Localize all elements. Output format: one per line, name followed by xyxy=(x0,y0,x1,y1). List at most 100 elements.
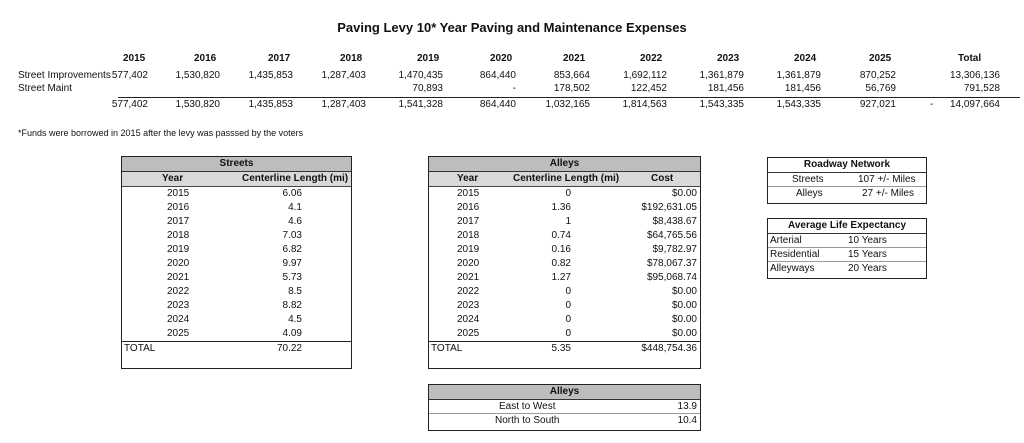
street-improvements-row: Street Improvements 577,402 1,530,820 1,… xyxy=(18,70,1018,82)
total-length: 70.22 xyxy=(276,343,302,354)
year-cell: 2021 xyxy=(457,272,480,283)
cost-cell: $64,765.56 xyxy=(646,230,697,241)
length-column-header: Centerline Length (mi) xyxy=(242,173,349,184)
network-label: Alleys xyxy=(796,188,823,199)
value-cell: 864,440 xyxy=(479,70,516,81)
table-row: 2015 6.06 xyxy=(122,187,351,201)
value-cell: 1,361,879 xyxy=(776,70,822,81)
length-cell: 1.36 xyxy=(551,202,571,213)
year-cell: 2018 xyxy=(167,230,190,241)
year-cell: 2023 xyxy=(457,300,480,311)
year-cell: 2017 xyxy=(457,216,480,227)
value-cell: 178,502 xyxy=(553,83,590,94)
table-row: 2025 0 $0.00 xyxy=(429,327,700,341)
alleys-table: Alleys Year Centerline Length (mi) Cost … xyxy=(428,156,701,369)
roadway-network-title: Roadway Network xyxy=(768,158,926,173)
year-header: 2023 xyxy=(717,53,740,64)
table-row: 2024 0 $0.00 xyxy=(429,313,700,327)
table-row: 2020 9.97 xyxy=(122,257,351,271)
cost-cell: $0.00 xyxy=(671,314,697,325)
value-cell: 1,543,335 xyxy=(776,99,822,110)
year-header: 2019 xyxy=(417,53,440,64)
direction-value: 13.9 xyxy=(677,401,697,412)
length-cell: 4.09 xyxy=(282,328,302,339)
length-cell: 1.27 xyxy=(551,272,571,283)
alley-directions-title: Alleys xyxy=(429,385,700,400)
total-length: 5.35 xyxy=(551,343,571,354)
cost-cell: $0.00 xyxy=(671,328,697,339)
value-cell: 1,287,403 xyxy=(321,70,367,81)
year-cell: 2020 xyxy=(457,258,480,269)
dash-cell: - xyxy=(930,99,934,110)
value-cell: 1,814,563 xyxy=(622,99,668,110)
length-cell: 6.06 xyxy=(282,188,302,199)
length-cell: 1 xyxy=(565,216,571,227)
value-cell: - xyxy=(512,83,516,94)
table-row: 2025 4.09 xyxy=(122,327,351,341)
year-cell: 2019 xyxy=(167,244,190,255)
life-value: 15 Years xyxy=(848,249,887,260)
network-row: Alleys 27 +/- Miles xyxy=(768,187,926,200)
totals-row: 577,402 1,530,820 1,435,853 1,287,403 1,… xyxy=(18,99,1018,111)
value-cell: 70,893 xyxy=(412,83,443,94)
value-cell: 181,456 xyxy=(784,83,821,94)
value-cell: 1,287,403 xyxy=(321,99,367,110)
value-cell: 181,456 xyxy=(707,83,744,94)
value-cell: 927,021 xyxy=(859,99,896,110)
year-header: 2016 xyxy=(194,53,217,64)
total-label: TOTAL xyxy=(431,343,463,354)
value-cell: 1,470,435 xyxy=(398,70,444,81)
network-value: 107 +/- Miles xyxy=(858,174,916,185)
table-row: 2016 1.36 $192,631.05 xyxy=(429,201,700,215)
direction-row: East to West 13.9 xyxy=(429,400,700,414)
table-row: 2019 6.82 xyxy=(122,243,351,257)
life-row: Residential 15 Years xyxy=(768,248,926,262)
cost-cell: $192,631.05 xyxy=(641,202,697,213)
length-cell: 0 xyxy=(565,328,571,339)
year-cell: 2022 xyxy=(457,286,480,297)
value-cell: 1,543,335 xyxy=(699,99,745,110)
total-cell: 13,306,136 xyxy=(949,70,1000,81)
length-cell: 7.03 xyxy=(282,230,302,241)
table-row: 2019 0.16 $9,782.97 xyxy=(429,243,700,257)
table-row: 2022 8.5 xyxy=(122,285,351,299)
length-cell: 4.5 xyxy=(288,314,302,325)
value-cell: 1,541,328 xyxy=(398,99,444,110)
year-header: 2025 xyxy=(869,53,892,64)
table-row: 2023 0 $0.00 xyxy=(429,299,700,313)
year-cell: 2018 xyxy=(457,230,480,241)
table-row: 2023 8.82 xyxy=(122,299,351,313)
table-row: 2021 5.73 xyxy=(122,271,351,285)
cost-cell: $78,067.37 xyxy=(646,258,697,269)
year-header: 2022 xyxy=(640,53,663,64)
table-row: 2018 0.74 $64,765.56 xyxy=(429,229,700,243)
length-cell: 6.82 xyxy=(282,244,302,255)
length-cell: 4.6 xyxy=(288,216,302,227)
table-row: 2015 0 $0.00 xyxy=(429,187,700,201)
network-row: Streets 107 +/- Miles xyxy=(768,173,926,187)
value-cell: 56,769 xyxy=(865,83,896,94)
year-column-header: Year xyxy=(457,173,479,184)
direction-label: North to South xyxy=(495,415,560,426)
length-cell: 0 xyxy=(565,314,571,325)
total-divider xyxy=(118,97,1020,98)
cost-cell: $8,438.67 xyxy=(652,216,698,227)
value-cell: 1,692,112 xyxy=(623,70,667,81)
value-cell: 853,664 xyxy=(553,70,590,81)
alleys-column-header: Year Centerline Length (mi) Cost xyxy=(429,172,700,187)
year-cell: 2024 xyxy=(167,314,190,325)
network-value: 27 +/- Miles xyxy=(862,188,914,199)
streets-column-header: Year Centerline Length (mi) xyxy=(122,172,351,187)
year-cell: 2025 xyxy=(457,328,480,339)
year-header: 2020 xyxy=(490,53,513,64)
year-header: 2015 xyxy=(123,53,146,64)
total-cost: $448,754.36 xyxy=(641,343,697,354)
life-row: Alleyways 20 Years xyxy=(768,262,926,275)
life-value: 10 Years xyxy=(848,235,887,246)
year-cell: 2017 xyxy=(167,216,190,227)
cost-cell: $9,782.97 xyxy=(652,244,698,255)
direction-row: North to South 10.4 xyxy=(429,414,700,427)
life-row: Arterial 10 Years xyxy=(768,234,926,248)
life-value: 20 Years xyxy=(848,263,887,274)
total-label: TOTAL xyxy=(124,343,156,354)
